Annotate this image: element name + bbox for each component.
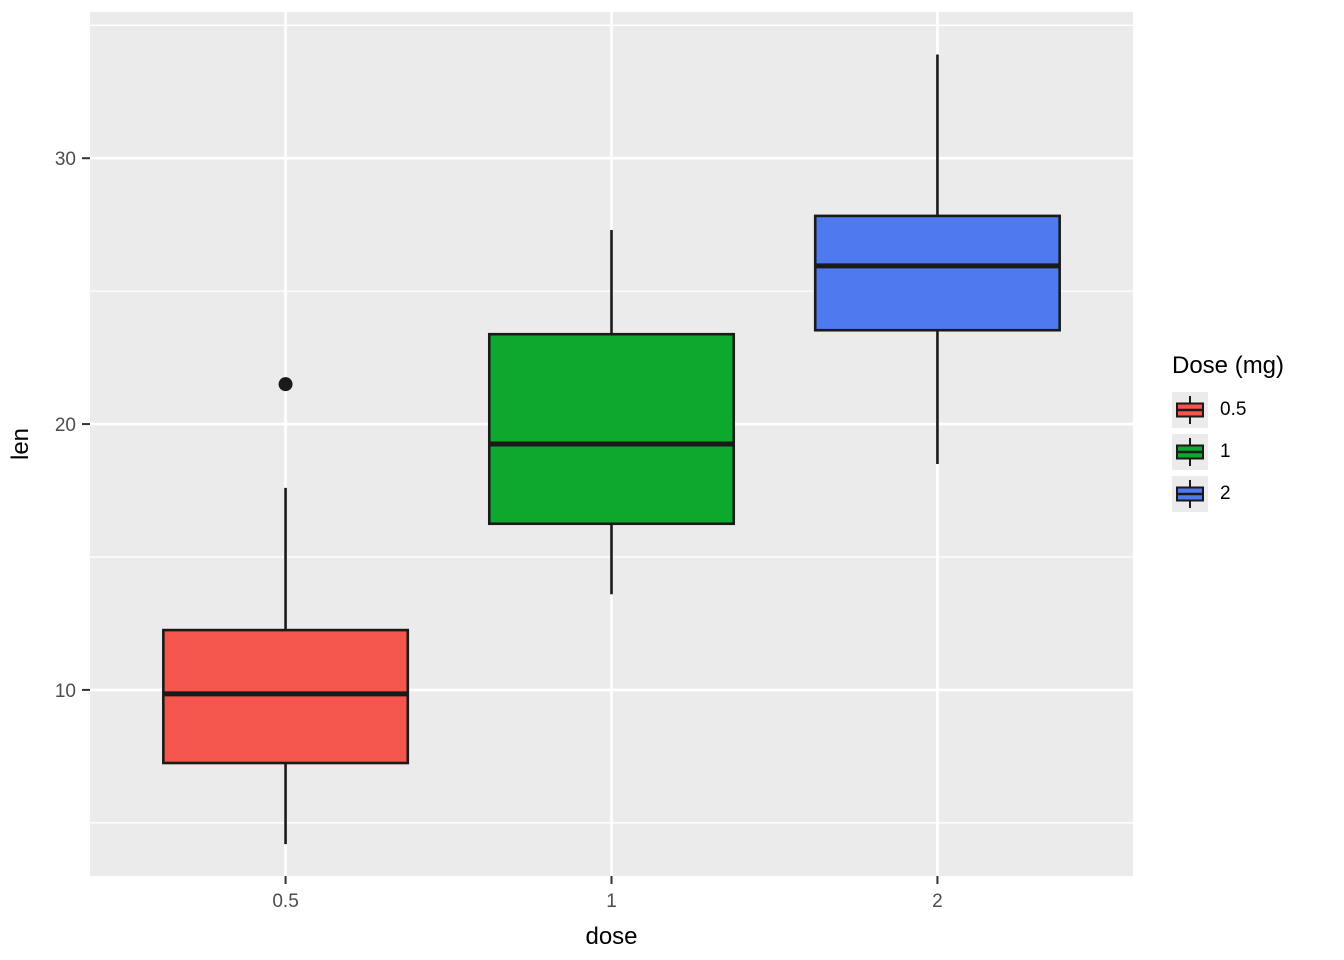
legend-entry-1: 1 — [1172, 434, 1284, 470]
y-tick-label: 10 — [55, 681, 76, 702]
legend-entry-0.5: 0.5 — [1172, 392, 1284, 428]
legend-entry-2: 2 — [1172, 476, 1284, 512]
y-axis-title: len — [7, 428, 34, 460]
y-tick-label: 20 — [55, 415, 76, 436]
y-tick-label: 30 — [55, 149, 76, 170]
legend-entry-label: 2 — [1220, 483, 1231, 504]
legend-title: Dose (mg) — [1172, 352, 1285, 379]
outlier-point-0.5 — [278, 377, 293, 392]
x-tick-label: 1 — [606, 891, 617, 912]
boxplot-box-2 — [813, 214, 1061, 332]
x-axis-title: dose — [585, 923, 637, 950]
legend-entry-label: 1 — [1220, 441, 1231, 462]
legend-key-boxplot-glyph — [1172, 392, 1208, 428]
legend-key-boxplot-glyph — [1172, 476, 1208, 512]
x-tick-label: 0.5 — [272, 891, 298, 912]
legend-key-boxplot-glyph — [1172, 434, 1208, 470]
boxplot-box-1 — [487, 332, 736, 526]
legend-entries: 0.5 1 2 — [1172, 392, 1284, 512]
boxplot-box-0.5 — [162, 628, 410, 765]
legend-entry-label: 0.5 — [1220, 399, 1247, 420]
legend: Dose (mg) 0.5 1 2 — [1172, 352, 1284, 512]
x-tick-label: 2 — [932, 891, 943, 912]
